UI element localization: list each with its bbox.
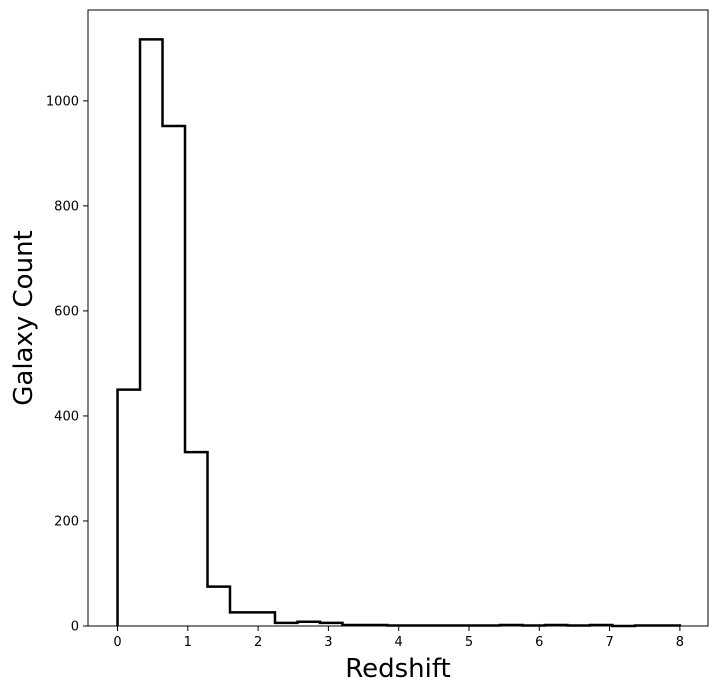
y-tick-label: 200 (54, 514, 79, 529)
x-tick-label: 0 (113, 635, 121, 650)
x-tick-label: 6 (535, 635, 543, 650)
x-tick-label: 8 (676, 635, 684, 650)
y-tick-label: 400 (54, 409, 79, 424)
x-axis-ticks: 0 1 2 3 4 5 6 7 8 (113, 626, 684, 650)
plot-frame (87, 9, 709, 627)
x-tick-label: 2 (254, 635, 262, 650)
y-tick-label: 1000 (46, 94, 79, 109)
histogram-step-line (116, 38, 682, 628)
y-tick-label: 600 (54, 304, 79, 319)
x-axis-title: Redshift (345, 654, 451, 684)
x-tick-label: 3 (324, 635, 332, 650)
y-axis-ticks: 0 200 400 600 800 1000 (46, 94, 88, 635)
y-axis-title: Galaxy Count (9, 230, 39, 406)
x-tick-label: 1 (184, 635, 192, 650)
y-tick-label: 800 (54, 199, 79, 214)
y-tick-label: 0 (71, 620, 79, 635)
x-tick-label: 4 (395, 635, 403, 650)
x-tick-label: 5 (465, 635, 473, 650)
x-tick-label: 7 (605, 635, 613, 650)
